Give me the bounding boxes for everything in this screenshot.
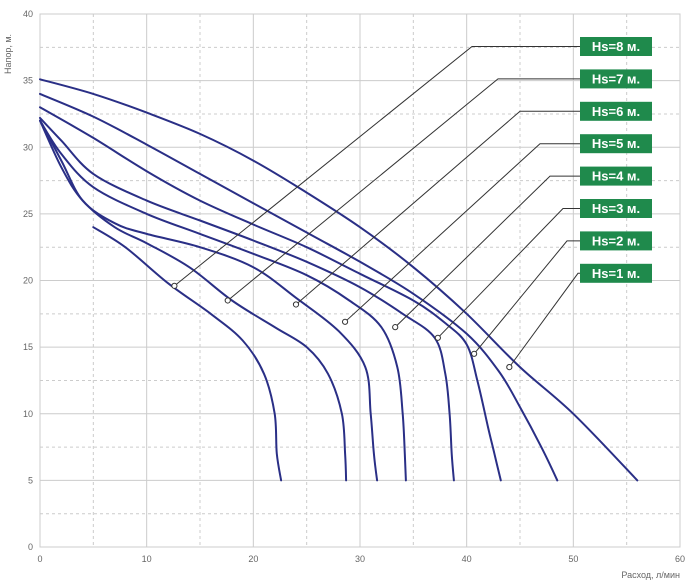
y-tick-label: 35 bbox=[23, 76, 33, 86]
series-label: Hs=2 м. bbox=[592, 233, 640, 248]
series-line bbox=[39, 116, 455, 482]
curves bbox=[39, 78, 639, 482]
series-label-box bbox=[580, 134, 652, 154]
x-tick-label: 10 bbox=[142, 554, 152, 564]
y-tick-label: 5 bbox=[28, 475, 33, 485]
tick-labels: 0 10 20 30 40 50 60 0 5 10 15 20 25 30 35 40 bbox=[23, 9, 685, 564]
series-line bbox=[39, 119, 407, 482]
series-label: Hs=5 м. bbox=[592, 136, 640, 151]
series-label: Hs=1 м. bbox=[592, 266, 640, 281]
annotation-marker bbox=[392, 324, 399, 331]
annotation-marker bbox=[471, 350, 478, 357]
x-tick-label: 30 bbox=[355, 554, 365, 564]
x-tick-label: 0 bbox=[37, 554, 42, 564]
x-tick-label: 50 bbox=[568, 554, 578, 564]
series-label-box bbox=[580, 231, 652, 251]
y-tick-label: 30 bbox=[23, 142, 33, 152]
series-line bbox=[92, 226, 283, 482]
y-tick-label: 0 bbox=[28, 542, 33, 552]
annotations: Hs=8 м. Hs=7 м. Hs=6 м. Hs=5 м. Hs=4 м. Hs=3 … bbox=[171, 37, 652, 371]
leader-line bbox=[473, 240, 580, 355]
y-axis-label: Напор, м. bbox=[3, 34, 13, 74]
series-line bbox=[39, 92, 559, 482]
series-label-box bbox=[580, 69, 652, 89]
y-tick-label: 25 bbox=[23, 209, 33, 219]
x-axis-label: Расход, л/мин bbox=[621, 570, 680, 580]
leader-line bbox=[174, 46, 580, 287]
leader-line bbox=[227, 78, 580, 301]
series-label-box bbox=[580, 101, 652, 121]
series-label: Hs=8 м. bbox=[592, 39, 640, 54]
x-tick-label: 20 bbox=[248, 554, 258, 564]
series-label-box bbox=[580, 199, 652, 218]
series-label-box bbox=[580, 263, 652, 283]
series-label: Hs=4 м. bbox=[592, 169, 640, 184]
series-line bbox=[39, 106, 502, 482]
series-label-box bbox=[580, 37, 652, 56]
leader-line bbox=[394, 175, 580, 328]
y-tick-label: 10 bbox=[23, 409, 33, 419]
leader-line bbox=[437, 208, 580, 339]
x-tick-label: 40 bbox=[462, 554, 472, 564]
y-tick-label: 15 bbox=[23, 342, 33, 352]
series-label: Hs=7 м. bbox=[592, 71, 640, 86]
leader-line bbox=[508, 272, 580, 368]
annotation-marker bbox=[292, 301, 300, 308]
annotation-marker bbox=[341, 318, 349, 325]
x-tick-label: 60 bbox=[675, 554, 685, 564]
y-tick-label: 20 bbox=[23, 276, 33, 286]
series-label-box bbox=[580, 166, 652, 186]
series-line bbox=[39, 119, 348, 482]
annotation-marker bbox=[171, 282, 178, 289]
annotation-marker bbox=[224, 297, 231, 304]
leader-line bbox=[344, 143, 580, 323]
annotation-marker bbox=[506, 364, 513, 371]
series-label: Hs=6 м. bbox=[592, 104, 640, 119]
leader-line bbox=[295, 110, 580, 305]
series-line bbox=[39, 78, 639, 482]
series-label: Hs=3 м. bbox=[592, 201, 640, 216]
annotation-marker bbox=[434, 334, 441, 341]
y-tick-label: 40 bbox=[23, 9, 33, 19]
